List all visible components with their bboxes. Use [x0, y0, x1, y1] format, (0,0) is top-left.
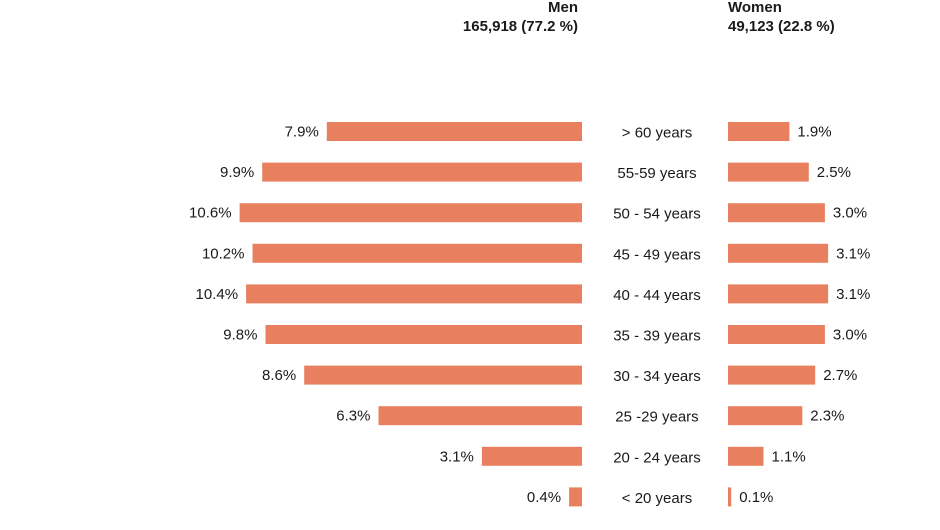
- women-bar: [728, 406, 803, 426]
- women-value-label: 2.5%: [817, 164, 851, 181]
- women-header: Women 49,123 (22.8 %): [728, 0, 835, 36]
- men-value-label: 10.2%: [202, 245, 245, 262]
- age-category-label: 50 - 54 years: [613, 206, 701, 223]
- age-category-label: > 60 years: [622, 125, 692, 142]
- men-bar: [246, 284, 582, 304]
- men-bar: [239, 203, 582, 223]
- men-value-label: 10.4%: [196, 286, 239, 303]
- men-value-label: 6.3%: [336, 408, 370, 425]
- women-value-label: 3.1%: [836, 286, 870, 303]
- men-value-label: 0.4%: [527, 489, 561, 506]
- men-value-label: 10.6%: [189, 205, 232, 222]
- age-category-label: 55-59 years: [617, 165, 696, 182]
- women-value-label: 1.1%: [772, 448, 806, 465]
- women-bar: [728, 487, 732, 507]
- age-category-label: < 20 years: [622, 490, 692, 507]
- women-bar: [728, 446, 764, 466]
- men-header-summary: 165,918 (77.2 %): [462, 18, 578, 35]
- women-value-label: 3.0%: [833, 327, 867, 344]
- age-category-label: 40 - 44 years: [613, 287, 701, 304]
- age-category-label: 35 - 39 years: [613, 328, 701, 345]
- women-value-label: 0.1%: [739, 489, 773, 506]
- men-bar: [265, 325, 582, 344]
- women-value-label: 2.7%: [823, 367, 857, 384]
- men-bar: [481, 446, 582, 466]
- men-bar: [378, 406, 582, 426]
- men-bar: [304, 365, 582, 385]
- women-bar: [728, 162, 809, 182]
- men-bar: [262, 162, 582, 182]
- women-value-label: 3.0%: [833, 205, 867, 222]
- women-bar: [728, 122, 790, 141]
- men-header-label: Men: [548, 0, 578, 16]
- men-value-label: 9.9%: [220, 164, 254, 181]
- women-header-label: Women: [728, 0, 782, 16]
- women-value-label: 3.1%: [836, 245, 870, 262]
- women-header-summary: 49,123 (22.8 %): [728, 18, 835, 35]
- women-bar: [728, 243, 829, 263]
- men-bar: [326, 122, 582, 141]
- men-value-label: 8.6%: [262, 367, 296, 384]
- women-bar: [728, 365, 816, 385]
- women-bar: [728, 284, 829, 304]
- women-bar: [728, 203, 825, 223]
- age-category-label: 20 - 24 years: [613, 449, 701, 466]
- women-value-label: 2.3%: [810, 408, 844, 425]
- men-value-label: 3.1%: [440, 448, 474, 465]
- men-bar: [569, 487, 582, 507]
- women-value-label: 1.9%: [797, 124, 831, 141]
- men-bar: [252, 243, 582, 263]
- men-value-label: 9.8%: [223, 327, 257, 344]
- age-category-label: 25 -29 years: [615, 409, 698, 426]
- women-bar: [728, 325, 825, 344]
- age-category-label: 30 - 34 years: [613, 368, 701, 385]
- age-category-label: 45 - 49 years: [613, 246, 701, 263]
- men-header: Men 165,918 (77.2 %): [463, 0, 578, 36]
- men-value-label: 7.9%: [285, 124, 319, 141]
